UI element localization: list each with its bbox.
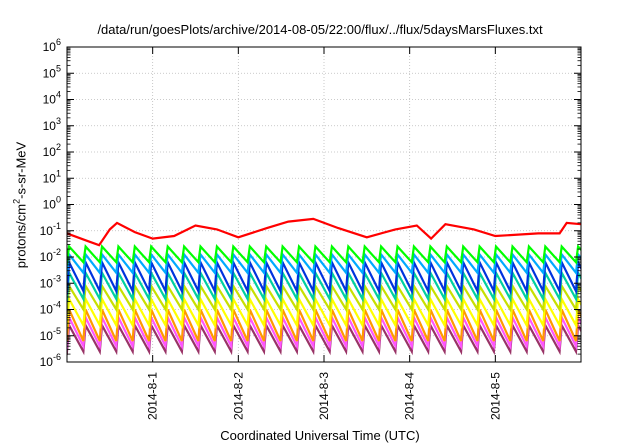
- plot-frame: [66, 46, 582, 363]
- series-line: [67, 269, 581, 303]
- series-line: [67, 313, 581, 351]
- y-tick-label: 10-3: [40, 273, 61, 290]
- series-group: [67, 217, 581, 356]
- y-axis-label: protons/cm2-s-sr-MeV: [11, 141, 29, 269]
- series-line: [67, 244, 581, 265]
- y-tick-label: 10-4: [40, 300, 61, 317]
- x-tick-label: 2014-8-1: [146, 372, 160, 420]
- series-line: [67, 321, 581, 356]
- x-tick-label: 2014-8-3: [317, 372, 331, 420]
- y-tick-label: 10-5: [40, 326, 61, 343]
- y-tick-label: 102: [43, 142, 61, 159]
- series-line: [67, 217, 581, 247]
- x-tick-label: 2014-8-2: [231, 372, 245, 420]
- chart-title: /data/run/goesPlots/archive/2014-08-05/2…: [97, 22, 543, 37]
- y-tick-label: 105: [43, 63, 61, 80]
- y-tick-label: 10-6: [40, 352, 61, 369]
- y-tick-label: 10-1: [40, 221, 61, 238]
- x-tick-label: 2014-8-4: [403, 372, 417, 420]
- y-tick-label: 103: [43, 116, 61, 133]
- y-tick-label: 106: [43, 37, 61, 54]
- y-tick-label: 10-2: [40, 247, 61, 264]
- y-tick-label: 104: [43, 90, 61, 107]
- x-axis-label: Coordinated Universal Time (UTC): [220, 428, 420, 443]
- series-line: [67, 295, 581, 330]
- y-tick-label: 101: [43, 168, 61, 185]
- series-line: [67, 258, 581, 296]
- series-line: [67, 309, 581, 342]
- x-tick-label: 2014-8-5: [488, 372, 502, 420]
- series-line: [67, 282, 581, 313]
- y-tick-label: 100: [43, 195, 61, 212]
- series-line: [67, 251, 581, 276]
- tick-labels: 10-6 10-5 10-4 10-3 10-2 10-1 100 101 102 103 104 1…: [40, 37, 503, 420]
